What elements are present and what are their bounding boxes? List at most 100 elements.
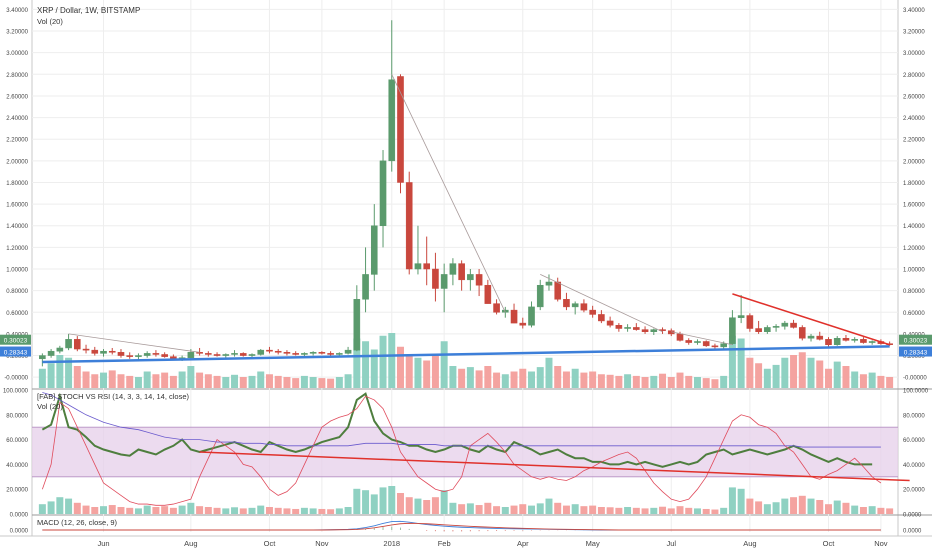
candle-body (231, 353, 238, 355)
candle-body (143, 353, 151, 356)
volume-bar (178, 371, 186, 388)
macd-histogram-bar (513, 530, 515, 531)
candle-body (755, 328, 762, 333)
candle-body (746, 315, 754, 329)
candle-body (56, 347, 64, 352)
price-tag-right (899, 346, 932, 357)
volume-bar (650, 375, 658, 388)
volume-bar (274, 375, 282, 388)
macd-histogram-bar (522, 530, 524, 531)
volume-bar (659, 373, 667, 388)
candle-body (798, 327, 806, 339)
sub-volume-bar (65, 498, 73, 514)
sub-volume-bar (781, 498, 789, 514)
candle-body (772, 326, 780, 328)
sub-volume-bar (746, 498, 754, 514)
sub-volume-bar (615, 507, 623, 514)
sub-volume-bar (589, 505, 597, 514)
volume-bar (763, 368, 771, 388)
sub-volume-bar (248, 507, 256, 514)
volume-bar (536, 367, 544, 388)
sub-volume-bar (414, 498, 422, 514)
candle-body (484, 284, 492, 304)
macd-y-tick-right: 0.0000 (903, 529, 922, 535)
candle-body (126, 355, 134, 357)
sub-volume-bar (396, 493, 404, 514)
sub-volume-bar (353, 488, 361, 514)
sub-volume-bar (318, 508, 326, 514)
volume-bar (720, 375, 728, 388)
macd-histogram-bar (365, 528, 367, 530)
sub-volume-bar (737, 488, 745, 514)
volume-bar (851, 371, 859, 388)
candle-body (283, 352, 291, 354)
volume-bar (239, 377, 247, 388)
y-tick-label-left: 0.20000 (6, 354, 28, 360)
stoch-rsi-label: [FAB] STOCH VS RSI (14, 3, 3, 14, 14, cl… (37, 392, 190, 401)
candle-body (720, 343, 727, 348)
volume-bar (728, 335, 736, 388)
volume-bar (327, 378, 335, 388)
sub-volume-bar (300, 507, 308, 514)
y-tick-label-left: 1.40000 (6, 224, 28, 230)
x-tick-label: Nov (315, 539, 329, 548)
sub-volume-bar (624, 507, 632, 514)
sub-volume-bar (405, 497, 413, 514)
macd-histogram-bar (452, 530, 454, 532)
y-tick-label-left: 2.20000 (6, 138, 28, 144)
volume-bar (737, 338, 745, 388)
macd-histogram-bar (373, 527, 375, 530)
candle-body (73, 339, 81, 350)
sub-volume-bar (484, 502, 492, 514)
x-tick-label: Oct (823, 539, 836, 548)
candle-body (519, 322, 527, 326)
y-tick-label-right: 0.60000 (903, 311, 925, 317)
volume-bar (807, 357, 815, 388)
sub-volume-bar (370, 494, 378, 514)
candle-body (807, 335, 815, 339)
stoch-volume-label: Vol (20) (37, 402, 63, 411)
volume-bar (484, 366, 492, 388)
volume-bar (859, 374, 867, 388)
volume-bar (283, 377, 291, 388)
candle-body (414, 263, 422, 270)
sub-volume-bar (659, 506, 667, 514)
volume-bar (676, 372, 684, 388)
y-tick-label-right: 1.00000 (903, 268, 925, 274)
candle-body (711, 345, 719, 348)
y-tick-label-left: 2.60000 (6, 94, 28, 100)
volume-bar (353, 338, 361, 388)
sub-volume-bar (790, 497, 798, 514)
candle-body (571, 303, 579, 308)
candle-body (187, 352, 195, 358)
x-tick-label: Jun (97, 539, 109, 548)
volume-bar (117, 374, 125, 388)
macd-histogram-bar (434, 530, 436, 532)
sub-volume-bar (571, 504, 579, 514)
volume-bar (379, 335, 387, 388)
y-tick-label-left: 3.20000 (6, 30, 28, 36)
volume-bar (597, 374, 605, 388)
macd-histogram-bar (478, 530, 480, 532)
sub-volume-bar (859, 507, 867, 514)
sub-volume-bar (597, 507, 605, 514)
y-tick-label-left: 2.40000 (6, 116, 28, 122)
volume-bar (73, 366, 81, 388)
volume-bar (213, 375, 221, 388)
volume-bar (396, 346, 404, 388)
trendline (68, 333, 200, 353)
sub-volume-bar (265, 507, 273, 514)
candle-body (353, 299, 361, 351)
y-tick-label-right: -0.00000 (903, 376, 927, 382)
y-tick-label-left: 1.60000 (6, 203, 28, 209)
macd-histogram-bar (408, 528, 410, 530)
price-tag-right-text: 0.30023 (904, 338, 928, 345)
sub-volume-bar (274, 507, 282, 514)
volume-bar (257, 371, 265, 388)
trendline (732, 293, 890, 346)
sub-volume-bar (877, 507, 885, 514)
y-tick-label-right: 3.20000 (903, 30, 925, 36)
candle-body (842, 337, 850, 341)
macd-histogram-bar (382, 527, 384, 530)
